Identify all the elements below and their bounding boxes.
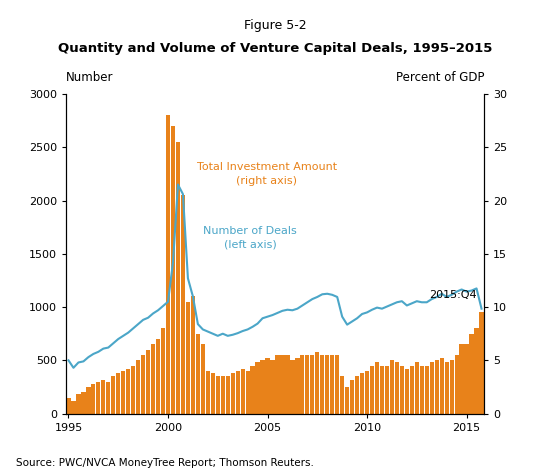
Bar [136, 360, 140, 414]
Bar [475, 329, 478, 414]
Bar [181, 195, 185, 414]
Bar [271, 360, 274, 414]
Text: Quantity and Volume of Venture Capital Deals, 1995–2015: Quantity and Volume of Venture Capital D… [58, 42, 492, 55]
Bar [390, 360, 394, 414]
Bar [340, 376, 344, 414]
Text: 2015:Q4: 2015:Q4 [429, 290, 476, 300]
Bar [86, 387, 91, 414]
Bar [315, 352, 320, 414]
Bar [106, 382, 111, 414]
Bar [96, 382, 101, 414]
Bar [380, 366, 384, 414]
Bar [280, 355, 284, 414]
Bar [255, 362, 260, 414]
Bar [345, 387, 349, 414]
Bar [480, 313, 483, 414]
Bar [444, 362, 449, 414]
Bar [266, 358, 270, 414]
Bar [434, 360, 439, 414]
Bar [226, 376, 230, 414]
Bar [116, 373, 120, 414]
Bar [126, 369, 130, 414]
Bar [186, 302, 190, 414]
Bar [151, 345, 155, 414]
Bar [385, 366, 389, 414]
Bar [250, 366, 255, 414]
Bar [206, 371, 210, 414]
Bar [176, 142, 180, 414]
Bar [295, 358, 300, 414]
Bar [230, 373, 235, 414]
Bar [261, 360, 265, 414]
Text: Figure 5-2: Figure 5-2 [244, 19, 306, 32]
Bar [72, 401, 75, 414]
Bar [350, 379, 354, 414]
Bar [101, 379, 106, 414]
Bar [370, 366, 374, 414]
Bar [449, 360, 454, 414]
Bar [76, 394, 80, 414]
Bar [415, 362, 419, 414]
Bar [191, 297, 195, 414]
Bar [141, 355, 145, 414]
Bar [360, 373, 364, 414]
Text: Source: PWC/NVCA MoneyTree Report; Thomson Reuters.: Source: PWC/NVCA MoneyTree Report; Thoms… [16, 458, 315, 468]
Bar [410, 366, 414, 414]
Bar [330, 355, 334, 414]
Bar [166, 115, 170, 414]
Bar [161, 329, 165, 414]
Bar [430, 362, 434, 414]
Bar [67, 398, 70, 414]
Bar [156, 339, 160, 414]
Text: Total Investment Amount
(right axis): Total Investment Amount (right axis) [196, 162, 337, 186]
Text: Number: Number [66, 71, 113, 85]
Bar [146, 350, 150, 414]
Text: Percent of GDP: Percent of GDP [395, 71, 484, 85]
Bar [365, 371, 369, 414]
Bar [290, 360, 295, 414]
Bar [300, 355, 305, 414]
Bar [245, 371, 250, 414]
Bar [439, 358, 444, 414]
Bar [171, 126, 175, 414]
Bar [420, 366, 424, 414]
Bar [196, 334, 200, 414]
Bar [454, 355, 459, 414]
Bar [276, 355, 279, 414]
Bar [211, 373, 215, 414]
Bar [459, 345, 464, 414]
Bar [405, 369, 409, 414]
Bar [375, 362, 379, 414]
Bar [235, 371, 240, 414]
Bar [111, 376, 116, 414]
Bar [81, 392, 86, 414]
Bar [91, 384, 96, 414]
Bar [470, 334, 474, 414]
Bar [305, 355, 310, 414]
Bar [425, 366, 429, 414]
Bar [355, 376, 359, 414]
Bar [310, 355, 315, 414]
Bar [464, 345, 469, 414]
Bar [121, 371, 125, 414]
Bar [221, 376, 225, 414]
Bar [400, 366, 404, 414]
Bar [285, 355, 289, 414]
Bar [131, 366, 135, 414]
Bar [201, 345, 205, 414]
Bar [240, 369, 245, 414]
Bar [395, 362, 399, 414]
Bar [216, 376, 220, 414]
Text: Number of Deals
(left axis): Number of Deals (left axis) [203, 226, 297, 250]
Bar [320, 355, 324, 414]
Bar [325, 355, 329, 414]
Bar [335, 355, 339, 414]
